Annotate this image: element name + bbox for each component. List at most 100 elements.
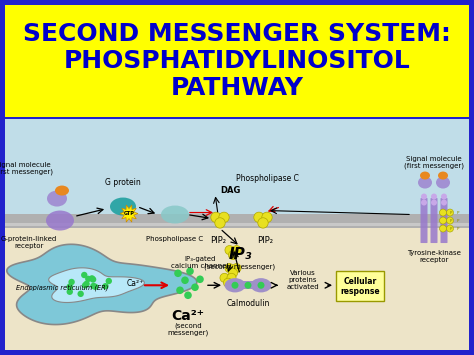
- Text: Phospholipase C: Phospholipase C: [236, 174, 299, 183]
- Ellipse shape: [110, 197, 136, 215]
- Text: Phospholipase C: Phospholipase C: [146, 235, 203, 241]
- Circle shape: [68, 279, 75, 285]
- Circle shape: [81, 272, 88, 278]
- Circle shape: [223, 278, 233, 287]
- Circle shape: [447, 225, 454, 232]
- Text: P: P: [450, 219, 452, 223]
- Circle shape: [421, 193, 427, 200]
- Circle shape: [66, 289, 73, 295]
- Text: P: P: [457, 226, 459, 230]
- Circle shape: [102, 283, 109, 289]
- FancyBboxPatch shape: [5, 223, 469, 225]
- Circle shape: [181, 277, 189, 284]
- Circle shape: [220, 273, 229, 282]
- Ellipse shape: [251, 278, 272, 293]
- Text: P: P: [450, 211, 452, 214]
- Polygon shape: [7, 244, 197, 324]
- Ellipse shape: [225, 278, 246, 293]
- Text: G-protein-linked
receptor: G-protein-linked receptor: [1, 236, 57, 249]
- Circle shape: [211, 212, 221, 223]
- Circle shape: [431, 193, 437, 200]
- Text: IP₃-gated
calcium channel: IP₃-gated calcium channel: [171, 256, 228, 269]
- FancyBboxPatch shape: [5, 119, 469, 220]
- FancyBboxPatch shape: [430, 198, 438, 243]
- Circle shape: [258, 218, 268, 228]
- Text: Tyrosine-kinase
receptor: Tyrosine-kinase receptor: [407, 250, 461, 263]
- Circle shape: [447, 209, 454, 216]
- FancyBboxPatch shape: [336, 271, 384, 301]
- Ellipse shape: [55, 186, 69, 196]
- FancyBboxPatch shape: [440, 198, 447, 243]
- Text: G protein: G protein: [105, 178, 141, 187]
- Text: IP₃: IP₃: [228, 247, 252, 262]
- Circle shape: [89, 275, 95, 282]
- Text: Cellular
response: Cellular response: [340, 277, 380, 296]
- Text: (second messenger): (second messenger): [204, 263, 275, 270]
- Ellipse shape: [420, 171, 430, 180]
- Circle shape: [232, 263, 241, 273]
- Circle shape: [262, 212, 272, 223]
- Circle shape: [225, 246, 234, 255]
- Circle shape: [439, 209, 447, 216]
- Circle shape: [219, 212, 229, 223]
- Circle shape: [439, 225, 447, 232]
- FancyBboxPatch shape: [5, 214, 469, 228]
- Circle shape: [77, 291, 84, 297]
- Circle shape: [106, 278, 112, 284]
- Text: (second
messenger): (second messenger): [167, 322, 209, 336]
- Text: P: P: [457, 219, 459, 223]
- Circle shape: [228, 251, 237, 260]
- Circle shape: [66, 283, 73, 290]
- Circle shape: [174, 269, 182, 277]
- Circle shape: [186, 267, 194, 275]
- Text: P: P: [457, 211, 459, 214]
- Text: PATHWAY: PATHWAY: [171, 76, 303, 100]
- Ellipse shape: [47, 191, 67, 207]
- Ellipse shape: [418, 176, 432, 189]
- Text: P: P: [450, 226, 452, 230]
- Text: Calmodulin: Calmodulin: [226, 299, 270, 308]
- Ellipse shape: [438, 171, 448, 180]
- Text: Signal molecule
(first messenger): Signal molecule (first messenger): [404, 156, 464, 169]
- Text: PHOSPHATIDYLINOSITOL: PHOSPHATIDYLINOSITOL: [64, 49, 410, 73]
- Text: SECOND MESSENGER SYSTEM:: SECOND MESSENGER SYSTEM:: [23, 22, 451, 46]
- Circle shape: [227, 273, 236, 282]
- Circle shape: [231, 282, 238, 289]
- FancyBboxPatch shape: [5, 5, 469, 117]
- Circle shape: [431, 200, 437, 206]
- Circle shape: [90, 283, 97, 289]
- FancyBboxPatch shape: [235, 281, 261, 289]
- Text: PIP₂: PIP₂: [257, 236, 273, 245]
- Circle shape: [215, 218, 225, 228]
- Text: Endoplasmic reticulum (ER): Endoplasmic reticulum (ER): [16, 284, 108, 291]
- Circle shape: [196, 275, 204, 283]
- Circle shape: [439, 217, 447, 224]
- Circle shape: [257, 282, 264, 289]
- Circle shape: [447, 217, 454, 224]
- Text: Various
proteins
activated: Various proteins activated: [287, 270, 319, 290]
- FancyBboxPatch shape: [5, 220, 469, 350]
- Circle shape: [83, 281, 90, 287]
- Circle shape: [176, 286, 184, 294]
- Polygon shape: [120, 205, 138, 222]
- FancyBboxPatch shape: [420, 198, 428, 243]
- Text: PIP₂: PIP₂: [210, 236, 226, 245]
- Circle shape: [225, 263, 234, 273]
- Text: Ca²⁺: Ca²⁺: [172, 309, 204, 323]
- Circle shape: [254, 212, 264, 223]
- Text: Signal molecule
(first messenger): Signal molecule (first messenger): [0, 162, 53, 175]
- Circle shape: [441, 193, 447, 200]
- Ellipse shape: [436, 176, 450, 189]
- Text: GTP: GTP: [124, 211, 135, 216]
- Circle shape: [184, 291, 192, 299]
- Circle shape: [90, 276, 96, 283]
- Text: Ca²⁺: Ca²⁺: [127, 279, 144, 288]
- Circle shape: [92, 284, 99, 290]
- Text: DAG: DAG: [220, 186, 240, 195]
- Polygon shape: [49, 268, 145, 302]
- Circle shape: [85, 276, 91, 282]
- Circle shape: [228, 268, 237, 278]
- Circle shape: [232, 246, 241, 255]
- Circle shape: [421, 200, 427, 206]
- Ellipse shape: [161, 206, 189, 224]
